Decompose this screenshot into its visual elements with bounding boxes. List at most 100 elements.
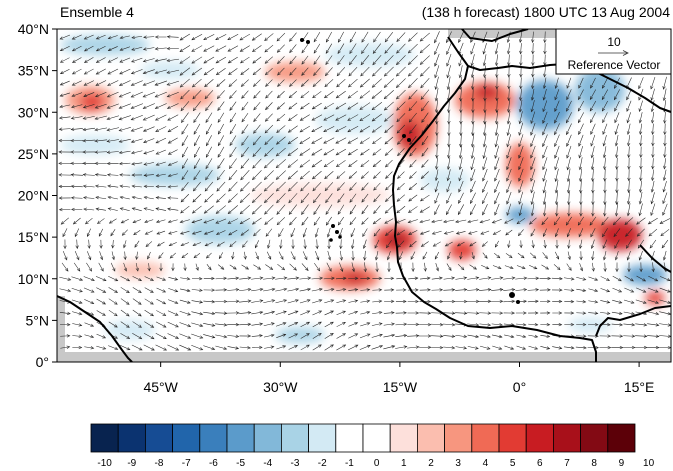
wind-vector <box>181 158 189 169</box>
wind-vector <box>566 100 572 112</box>
wind-vector <box>409 240 417 248</box>
colorbar-swatch <box>280 423 309 453</box>
wind-vector <box>528 334 539 338</box>
wind-vector <box>383 311 395 315</box>
wind-vector <box>205 101 213 112</box>
wind-vector <box>419 288 431 292</box>
wind-vector <box>566 157 571 171</box>
wind-vector <box>615 169 619 182</box>
anomaly-cell <box>420 168 470 192</box>
wind-vector <box>132 321 142 328</box>
wind-vector <box>251 217 262 225</box>
wind-vector <box>301 43 309 54</box>
wind-vector <box>578 123 584 135</box>
wind-vector <box>589 100 597 112</box>
wind-vector <box>203 323 216 327</box>
wind-vector <box>361 217 369 225</box>
wind-vector <box>434 42 440 56</box>
wind-vector <box>120 321 130 328</box>
wind-vector <box>614 239 620 249</box>
wind-vector <box>95 34 106 40</box>
wind-vector <box>299 114 310 121</box>
reference-vector-box <box>555 29 671 75</box>
wind-vector <box>227 288 240 292</box>
wind-vector <box>61 262 69 272</box>
wind-vector <box>144 219 154 224</box>
wind-vector <box>181 123 189 135</box>
wind-vector <box>600 276 610 281</box>
wind-vector <box>301 55 309 65</box>
wind-vector <box>276 44 285 53</box>
wind-vector <box>82 161 95 166</box>
wind-vector <box>83 287 95 293</box>
wind-vector <box>612 299 623 304</box>
wind-vector <box>407 66 418 77</box>
wind-vector <box>71 34 82 40</box>
wind-vector <box>623 323 636 327</box>
wind-vector <box>288 193 298 204</box>
wind-vector <box>395 299 407 304</box>
wind-vector <box>360 322 371 327</box>
wind-vector <box>168 277 179 281</box>
wind-vector <box>106 173 119 177</box>
wind-vector <box>361 43 369 55</box>
wind-vector <box>639 146 643 159</box>
wind-vector <box>205 112 213 123</box>
wind-vector <box>395 66 406 77</box>
wind-vector <box>252 68 262 76</box>
wind-vector <box>626 123 631 135</box>
wind-vector <box>191 345 204 351</box>
wind-vector <box>119 173 131 177</box>
wind-vector <box>471 122 475 137</box>
wind-vector <box>434 169 439 182</box>
wind-vector <box>336 67 346 77</box>
wind-vector <box>313 43 321 54</box>
wind-vector <box>419 276 431 280</box>
wind-vector <box>275 181 286 192</box>
colorbar-swatch <box>416 423 445 453</box>
wind-vector <box>650 88 655 101</box>
wind-vector <box>359 333 371 339</box>
wind-vector <box>530 203 535 217</box>
wind-vector <box>326 227 331 238</box>
wind-vector <box>625 228 633 237</box>
wind-vector <box>107 80 119 86</box>
wind-vector <box>191 67 203 76</box>
wind-vector <box>86 262 92 272</box>
iberia-coastline <box>461 29 529 42</box>
wind-vector <box>276 113 286 122</box>
wind-vector <box>60 217 69 225</box>
wind-vector <box>311 170 322 180</box>
wind-vector <box>396 124 406 134</box>
wind-vector <box>191 219 203 224</box>
wind-vector <box>638 191 643 205</box>
wind-vector <box>133 230 141 236</box>
wind-vector <box>372 137 382 145</box>
wind-vector <box>130 91 143 98</box>
wind-vector <box>119 207 130 212</box>
wind-vector <box>335 90 346 99</box>
wind-vector <box>647 345 660 350</box>
wind-vector <box>216 193 226 203</box>
wind-vector <box>506 111 511 125</box>
wind-vector <box>407 288 419 292</box>
wind-vector <box>168 288 179 293</box>
gulf-of-guinea-east-coastline <box>595 305 671 337</box>
wind-vector <box>143 162 155 166</box>
wind-vector <box>337 55 345 66</box>
wind-vector <box>482 192 488 205</box>
wind-vector <box>519 54 523 67</box>
wind-vector <box>106 161 119 166</box>
wind-vector <box>168 242 177 247</box>
wind-vector <box>359 78 370 88</box>
wind-vector <box>229 264 237 270</box>
wind-vector <box>193 158 201 170</box>
wind-vector <box>142 91 155 98</box>
wind-vector <box>374 239 380 249</box>
anomaly-cell <box>506 143 534 187</box>
wind-vector <box>204 181 214 192</box>
wind-vector <box>567 251 571 261</box>
wind-vector <box>348 171 358 179</box>
wind-vector <box>541 217 549 226</box>
wind-vector <box>458 180 464 193</box>
